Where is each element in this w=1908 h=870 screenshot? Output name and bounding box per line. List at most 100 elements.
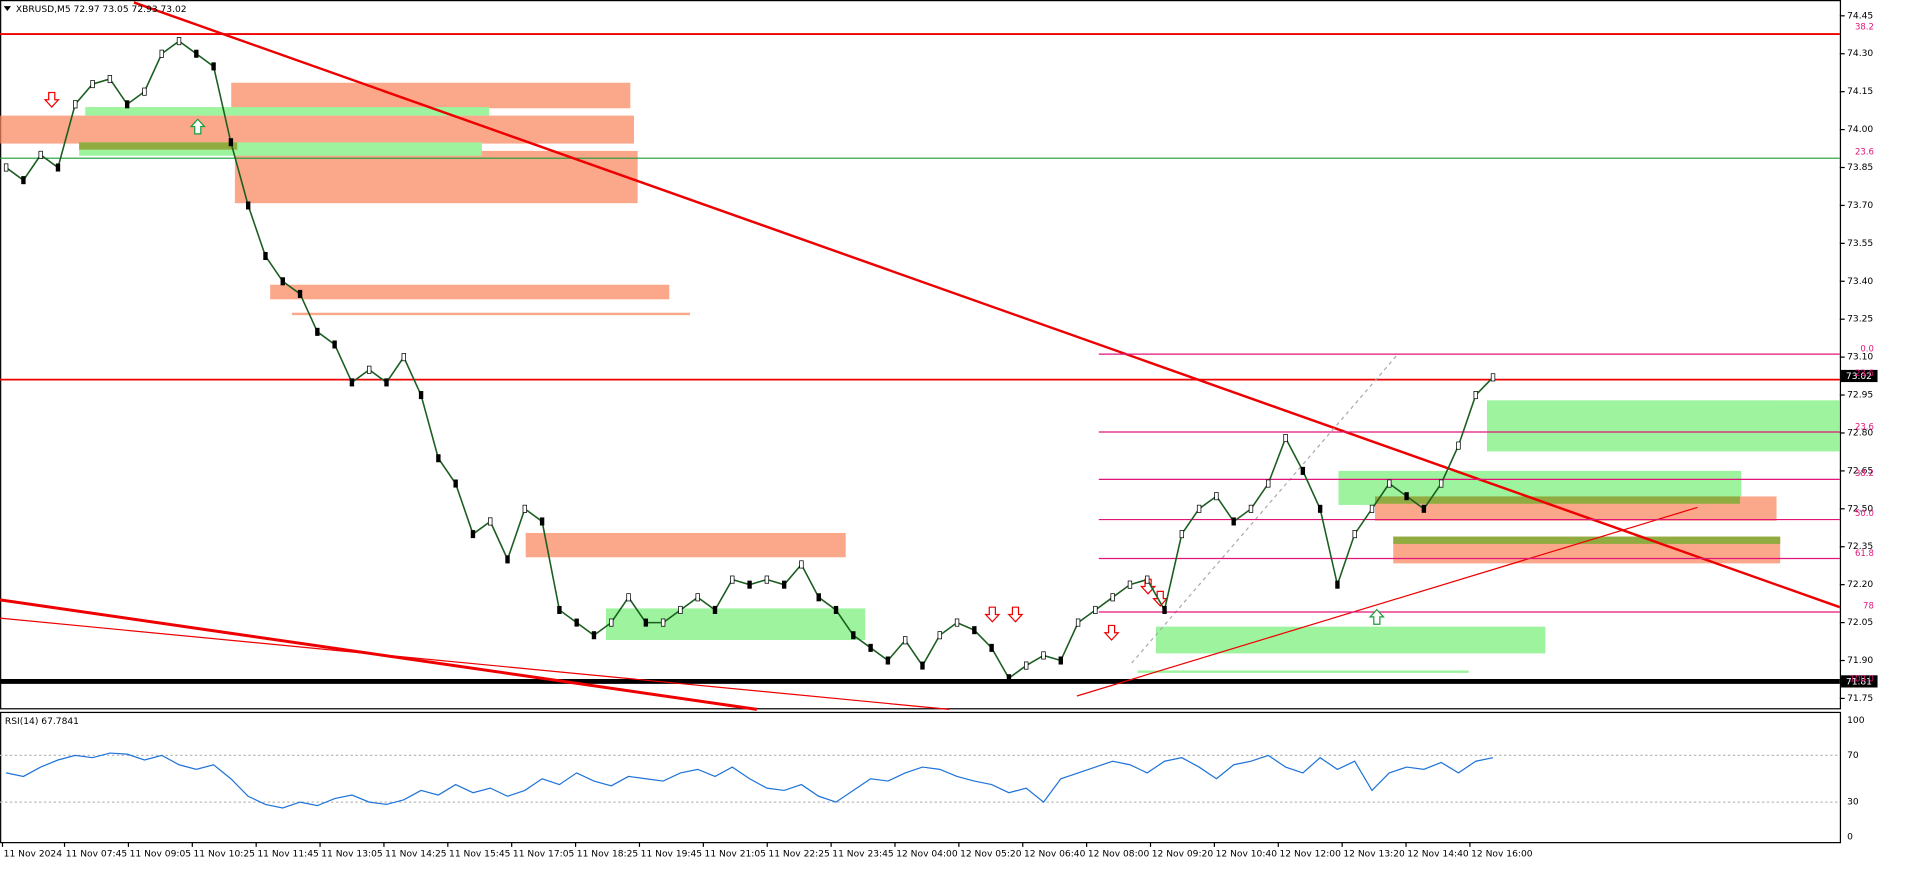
time-label: 12 Nov 05:20 bbox=[960, 850, 1022, 860]
sell-arrow bbox=[1140, 578, 1157, 595]
candle bbox=[920, 661, 925, 670]
candle bbox=[764, 575, 770, 584]
candle bbox=[574, 618, 579, 627]
zone bbox=[1375, 496, 1741, 504]
candle bbox=[1456, 441, 1461, 450]
candle bbox=[1231, 517, 1236, 526]
price-tick-label: 73.70 bbox=[1847, 201, 1873, 211]
zone bbox=[1393, 536, 1781, 544]
candle bbox=[73, 100, 78, 109]
support-price: 71.81 bbox=[1846, 678, 1872, 688]
candle bbox=[1162, 605, 1167, 614]
candle bbox=[1006, 674, 1012, 683]
candle bbox=[1127, 580, 1133, 589]
candle bbox=[522, 504, 528, 513]
price-tick-label: 72.95 bbox=[1847, 391, 1873, 401]
zone bbox=[270, 284, 670, 300]
time-label: 11 Nov 18:25 bbox=[577, 850, 638, 860]
time-label: 12 Nov 14:40 bbox=[1407, 850, 1469, 860]
rsi-line bbox=[6, 752, 1494, 809]
price-tick-label: 71.75 bbox=[1847, 694, 1873, 704]
candle bbox=[1335, 580, 1340, 589]
price-tick-label: 73.40 bbox=[1847, 277, 1873, 287]
rsi-tick-label: 70 bbox=[1847, 751, 1859, 761]
candle bbox=[954, 618, 960, 627]
time-label: 11 Nov 13:05 bbox=[321, 850, 382, 860]
candle bbox=[1352, 530, 1357, 539]
candle bbox=[539, 517, 545, 526]
candle bbox=[678, 605, 683, 614]
drawings bbox=[0, 1, 1841, 711]
candle bbox=[1387, 479, 1392, 488]
candle bbox=[280, 277, 285, 286]
candle bbox=[816, 593, 821, 602]
time-label: 11 Nov 21:05 bbox=[705, 850, 766, 860]
candle bbox=[3, 163, 9, 172]
fib-label: 23.6 bbox=[1855, 423, 1874, 433]
zone bbox=[292, 312, 690, 316]
fib-label: 50.0 bbox=[1855, 509, 1874, 519]
sell-arrow bbox=[1103, 624, 1120, 641]
time-label: 11 Nov 17:05 bbox=[513, 850, 574, 860]
time-label: 12 Nov 04:00 bbox=[896, 850, 958, 860]
candle bbox=[591, 631, 597, 640]
sell-arrow bbox=[1152, 590, 1169, 607]
candle bbox=[1438, 479, 1444, 488]
price-badge bbox=[1841, 369, 1878, 383]
candle bbox=[781, 580, 787, 589]
price-tick-label: 72.65 bbox=[1847, 466, 1873, 476]
price-tick-label: 73.25 bbox=[1847, 315, 1873, 325]
time-label: 11 Nov 19:45 bbox=[641, 850, 702, 860]
time-label: 11 Nov 22:25 bbox=[768, 850, 829, 860]
rsi-tick-label: 0 bbox=[1847, 833, 1853, 843]
candle bbox=[885, 656, 891, 665]
candle bbox=[332, 340, 337, 349]
arrows bbox=[43, 91, 1385, 641]
candle bbox=[1024, 661, 1029, 670]
candle bbox=[972, 626, 977, 635]
candle bbox=[297, 289, 303, 298]
time-label: 12 Nov 09:20 bbox=[1152, 850, 1214, 860]
sell-arrow bbox=[43, 91, 60, 108]
candle bbox=[747, 580, 752, 589]
candle bbox=[660, 618, 666, 627]
zone bbox=[231, 82, 631, 109]
candle bbox=[367, 365, 372, 374]
candle bbox=[1058, 656, 1063, 665]
price-tick-label: 73.85 bbox=[1847, 163, 1873, 173]
candle bbox=[1179, 530, 1185, 539]
price-tick-label: 74.00 bbox=[1847, 125, 1873, 135]
candle bbox=[21, 176, 26, 185]
zone bbox=[1137, 670, 1469, 673]
zone bbox=[0, 115, 634, 144]
candle bbox=[211, 62, 216, 71]
zone bbox=[85, 107, 490, 116]
sell-arrow bbox=[984, 606, 1001, 623]
candle bbox=[505, 555, 510, 564]
price-tick-label: 73.55 bbox=[1847, 239, 1873, 249]
price-tick-label: 73.10 bbox=[1847, 353, 1873, 363]
candle bbox=[1473, 391, 1478, 400]
candle bbox=[245, 201, 251, 210]
price-tick-label: 74.45 bbox=[1847, 11, 1873, 21]
candle bbox=[833, 605, 839, 614]
rsi-tick-label: 30 bbox=[1847, 798, 1859, 808]
menu-triangle[interactable] bbox=[3, 6, 11, 11]
buy-arrow bbox=[1368, 608, 1385, 625]
candle bbox=[384, 378, 389, 387]
trend-line bbox=[0, 617, 950, 710]
symbol-header: XBRUSD,M5 72.97 73.05 72.93 73.02 bbox=[16, 5, 187, 15]
candle bbox=[107, 75, 113, 84]
candle bbox=[1145, 575, 1150, 584]
time-label: 11 Nov 10:25 bbox=[194, 850, 255, 860]
candle bbox=[1283, 434, 1288, 443]
zone bbox=[1486, 400, 1840, 452]
candle bbox=[401, 353, 406, 362]
candle bbox=[38, 150, 43, 159]
candle bbox=[453, 479, 458, 488]
candle bbox=[557, 605, 562, 614]
fib-label: 0.0 bbox=[1860, 345, 1874, 355]
time-label: 11 Nov 11:45 bbox=[257, 850, 318, 860]
fib-label: 61.8 bbox=[1855, 549, 1874, 559]
